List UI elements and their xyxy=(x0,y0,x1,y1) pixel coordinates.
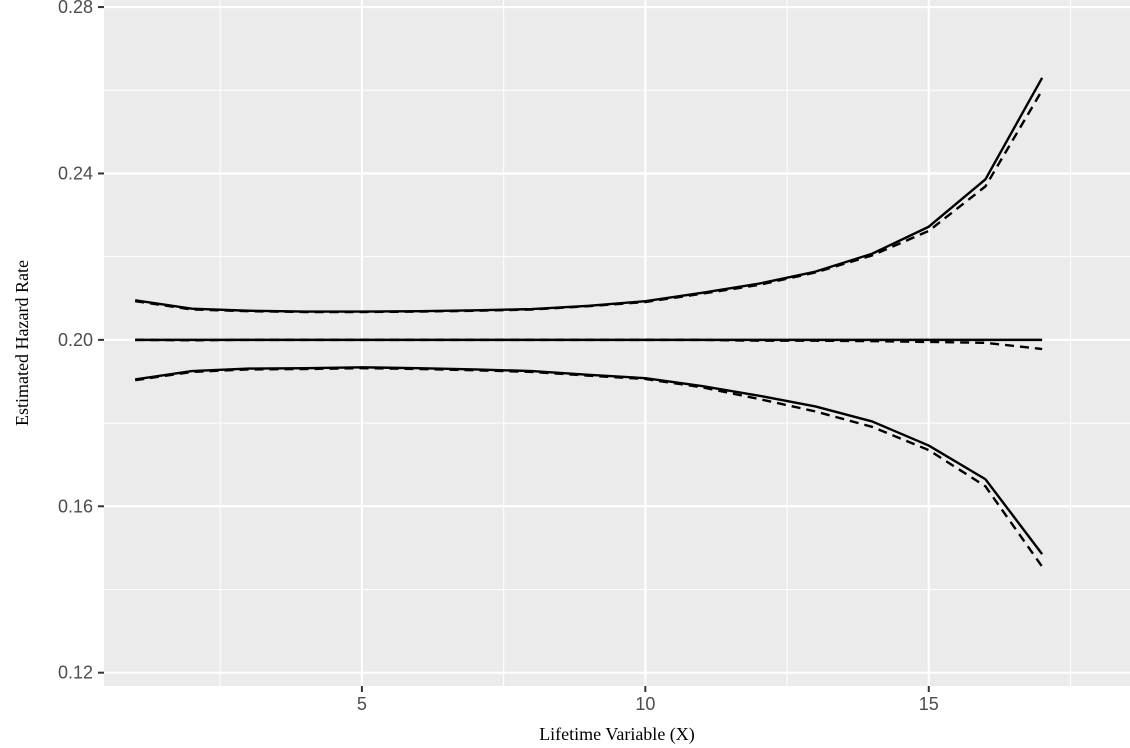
axes: 5 10 15 0.12 0.16 0.20 0.24 0.28 xyxy=(58,0,939,714)
x-tick-label: 15 xyxy=(919,694,939,714)
panel-background xyxy=(104,0,1130,686)
y-tick-label: 0.12 xyxy=(58,663,93,683)
y-tick-label: 0.16 xyxy=(58,496,93,516)
y-tick-label: 0.28 xyxy=(58,0,93,17)
x-axis-label: Lifetime Variable (X) xyxy=(539,724,695,745)
series-lines xyxy=(135,77,1044,568)
series-line-2-dashed xyxy=(135,89,1044,314)
x-tick-label: 5 xyxy=(357,694,367,714)
y-axis-label: Estimated Hazard Rate xyxy=(12,260,32,426)
x-tick-label: 10 xyxy=(635,694,655,714)
series-line-4-dashed xyxy=(135,338,1043,351)
plot-panel xyxy=(104,0,1130,686)
y-tick-label: 0.20 xyxy=(58,330,93,350)
series-line-6-dashed xyxy=(135,366,1044,568)
y-tick-label: 0.24 xyxy=(58,163,93,183)
